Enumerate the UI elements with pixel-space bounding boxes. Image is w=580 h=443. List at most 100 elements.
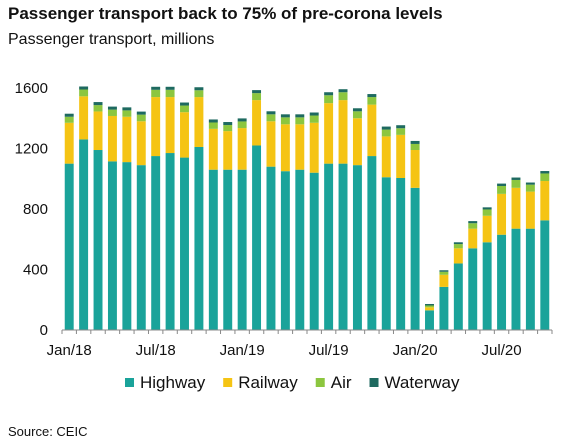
bar-highway-9 (194, 146, 204, 330)
bars-layer (64, 86, 550, 331)
bar-waterway-27 (453, 242, 463, 245)
bar-air-8 (180, 105, 189, 113)
bar-railway-14 (266, 121, 276, 167)
bar-railway-13 (252, 100, 262, 146)
legend-swatch-air (315, 378, 325, 387)
bar-waterway-26 (439, 270, 449, 272)
bar-highway-14 (266, 166, 276, 330)
bar-waterway-30 (497, 183, 507, 187)
bar-railway-28 (468, 228, 478, 249)
bar-highway-28 (468, 248, 478, 330)
bar-railway-26 (439, 274, 449, 287)
bar-highway-26 (439, 286, 449, 330)
bar-highway-4 (122, 162, 132, 330)
bar-waterway-2 (93, 102, 103, 106)
bar-highway-18 (324, 163, 334, 331)
bar-highway-22 (381, 177, 391, 330)
bar-waterway-1 (79, 86, 89, 90)
bar-highway-10 (208, 169, 218, 330)
legend-swatch-waterway (369, 378, 379, 387)
bar-highway-23 (396, 177, 406, 330)
bar-waterway-5 (136, 111, 146, 115)
bar-railway-30 (497, 193, 507, 235)
bar-highway-1 (79, 139, 89, 330)
bar-waterway-15 (280, 114, 290, 118)
bar-waterway-6 (151, 86, 161, 90)
bar-railway-7 (165, 97, 175, 154)
axes-layer: 0 400 800 1200 1600 Jan/18 Jul/18 Jan/19 Jul/19 J… (15, 80, 553, 359)
bar-highway-29 (482, 242, 492, 330)
bar-highway-27 (453, 263, 463, 330)
bar-highway-30 (497, 234, 507, 330)
bar-air-19 (338, 92, 348, 101)
bar-air-13 (252, 93, 262, 101)
bar-air-12 (237, 121, 247, 129)
legend-label-waterway: Waterway (385, 373, 460, 392)
bar-air-21 (367, 97, 377, 105)
x-tick-label: Jan/20 (393, 342, 438, 359)
bar-waterway-20 (352, 108, 362, 112)
bar-highway-8 (180, 157, 189, 330)
bar-air-25 (425, 305, 434, 308)
bar-waterway-21 (367, 94, 377, 98)
bar-waterway-33 (540, 171, 550, 174)
bar-highway-15 (280, 171, 290, 330)
x-tick-label: Jan/19 (220, 342, 265, 359)
bar-highway-32 (525, 228, 535, 330)
x-tick-label: Jan/18 (47, 342, 92, 359)
bar-air-18 (324, 95, 334, 104)
bar-waterway-8 (180, 102, 189, 106)
y-tick-label: 0 (40, 322, 48, 339)
bar-air-20 (352, 111, 362, 119)
bar-waterway-12 (237, 118, 247, 122)
bar-waterway-14 (266, 111, 276, 115)
bar-air-31 (511, 179, 521, 188)
bar-air-10 (208, 122, 218, 129)
y-tick-label: 400 (23, 262, 48, 279)
bar-railway-9 (194, 97, 204, 147)
bar-railway-22 (381, 136, 391, 178)
legend-label-air: Air (331, 373, 352, 392)
bar-air-23 (396, 128, 406, 135)
bar-waterway-3 (107, 106, 117, 110)
bar-highway-24 (410, 187, 420, 330)
bar-waterway-9 (194, 87, 204, 91)
legend: Highway Railway Air Waterway (125, 373, 460, 392)
source-note: Source: CEIC (8, 424, 88, 439)
bar-air-6 (151, 89, 161, 98)
bar-railway-16 (295, 124, 305, 170)
bar-highway-21 (367, 156, 377, 330)
bar-waterway-24 (410, 140, 420, 144)
bar-railway-11 (223, 131, 233, 170)
bar-highway-33 (540, 220, 550, 330)
bar-air-4 (122, 110, 132, 117)
bar-waterway-22 (381, 126, 391, 130)
bar-highway-0 (64, 163, 74, 331)
bar-railway-24 (410, 150, 420, 188)
bar-waterway-13 (252, 90, 262, 94)
bar-waterway-10 (208, 119, 218, 123)
bar-air-3 (107, 109, 117, 116)
bar-waterway-11 (223, 122, 233, 126)
bar-highway-19 (338, 163, 348, 331)
bar-highway-7 (165, 153, 175, 330)
bar-waterway-32 (525, 182, 535, 185)
bar-highway-13 (252, 145, 262, 330)
bar-railway-29 (482, 215, 492, 243)
legend-swatch-highway (125, 378, 134, 387)
bar-highway-3 (107, 161, 117, 330)
chart-title: Passenger transport back to 75% of pre-c… (8, 4, 443, 23)
bar-railway-5 (136, 121, 146, 166)
bar-railway-19 (338, 100, 348, 164)
bar-highway-12 (237, 169, 247, 330)
bar-railway-21 (367, 104, 377, 157)
bar-waterway-28 (468, 221, 478, 224)
bar-air-17 (309, 115, 319, 123)
bar-waterway-18 (324, 92, 334, 96)
bar-highway-17 (309, 172, 319, 330)
bar-waterway-7 (165, 86, 175, 90)
bar-air-32 (525, 184, 535, 192)
bar-waterway-29 (482, 207, 492, 210)
bar-railway-23 (396, 134, 406, 178)
